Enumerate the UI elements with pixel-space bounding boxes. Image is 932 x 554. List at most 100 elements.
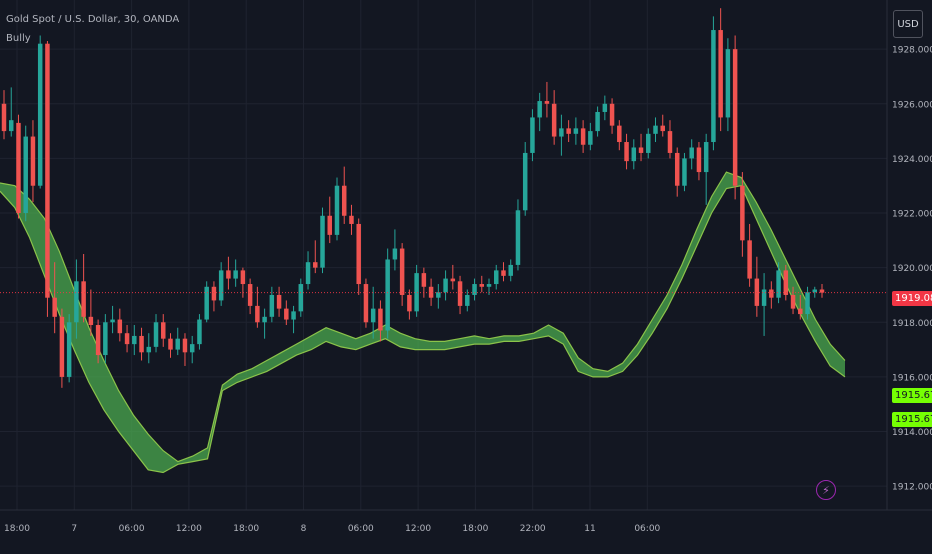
candle-body — [327, 215, 332, 235]
time-tick-label: 12:00 — [405, 524, 431, 534]
candle-body — [66, 322, 72, 377]
candle-body — [812, 289, 818, 293]
candle-body — [385, 259, 390, 331]
bully-band — [0, 171, 846, 474]
candle-body — [124, 333, 130, 345]
candle-body — [559, 128, 564, 137]
candle-body — [378, 308, 383, 331]
time-tick-label: 06:00 — [348, 524, 374, 534]
candle-body — [23, 136, 28, 214]
candle-body — [305, 262, 311, 285]
candle-body — [59, 316, 65, 377]
candle-body — [8, 120, 14, 132]
indicator-label[interactable]: Bully — [6, 33, 31, 44]
candle-body — [255, 305, 260, 323]
candle-body — [153, 322, 159, 347]
time-tick-label: 06:00 — [634, 524, 660, 534]
currency-button[interactable]: USD — [893, 10, 923, 38]
candle-body — [819, 289, 825, 293]
time-tick-label: 12:00 — [176, 524, 202, 534]
candle-body — [37, 43, 43, 186]
candle-body — [52, 297, 57, 317]
candle-body — [580, 128, 586, 145]
time-tick-label: 11 — [584, 524, 595, 534]
candle-body — [211, 286, 217, 301]
candle-body — [81, 281, 86, 317]
candle-body — [428, 286, 434, 298]
candle-body — [472, 284, 477, 295]
candle-body — [624, 142, 629, 162]
candle-body — [631, 147, 637, 162]
price-tick-label: 1922.000 — [892, 210, 932, 220]
candle-body — [218, 270, 224, 301]
candle-body — [783, 270, 789, 295]
price-tick-label: 1914.000 — [892, 428, 932, 438]
candle-body — [551, 103, 557, 137]
candle-body — [320, 215, 325, 268]
candle-body — [515, 210, 521, 265]
candle-body — [436, 292, 441, 298]
price-axis[interactable]: 1912.000 1914.000 1916.000 1918.000 1920.000… — [892, 46, 932, 493]
candle-body — [769, 289, 774, 298]
candle-body — [95, 325, 101, 356]
candle-body — [262, 316, 267, 323]
time-tick-label: 18:00 — [233, 524, 259, 534]
candle-body — [247, 284, 253, 306]
candle-body — [16, 122, 21, 214]
price-tick-label: 1916.000 — [892, 373, 932, 383]
candle-body — [334, 185, 340, 235]
candle-body — [117, 319, 123, 334]
candle-body — [356, 223, 361, 285]
candle-body — [790, 294, 796, 309]
candle-body — [313, 262, 318, 268]
candle-body — [703, 142, 709, 173]
candle-body — [443, 278, 448, 293]
candle-body — [537, 101, 542, 118]
candle-body — [450, 278, 456, 282]
candle-body — [132, 335, 137, 345]
candle-body — [732, 49, 738, 186]
candle-body — [88, 316, 94, 326]
band-lower-badge: 1915.673 — [892, 412, 932, 427]
candle-body — [653, 125, 658, 134]
candle-body — [798, 308, 803, 315]
candle-body — [407, 294, 412, 312]
candle-body — [486, 284, 492, 287]
price-tick-label: 1918.000 — [892, 319, 932, 329]
band-lower-line — [0, 185, 846, 474]
lightning-icon[interactable]: ⚡ — [816, 480, 836, 500]
candle-body — [674, 152, 680, 186]
candles — [1, 8, 825, 388]
price-tick-label: 1928.000 — [892, 46, 932, 56]
time-axis[interactable]: 18:00 7 06:00 12:00 18:00 8 06:00 12:00 18:00 22:… — [4, 524, 661, 534]
time-tick-label: 8 — [301, 524, 307, 534]
candle-body — [740, 185, 745, 241]
band-upper-line — [0, 171, 846, 463]
candle-body — [146, 346, 152, 353]
candle-body — [494, 270, 499, 285]
candle-body — [30, 136, 36, 186]
candle-body — [349, 215, 354, 224]
candle-body — [522, 152, 528, 211]
symbol-title[interactable]: Gold Spot / U.S. Dollar, 30, OANDA — [6, 14, 180, 25]
candle-body — [718, 30, 723, 118]
candle-body — [761, 289, 767, 306]
candle-body — [269, 294, 275, 317]
price-tick-label: 1912.000 — [892, 483, 932, 493]
candle-body — [617, 125, 622, 143]
time-tick-label: 18:00 — [462, 524, 488, 534]
candle-body — [189, 344, 195, 353]
price-tick-label: 1920.000 — [892, 264, 932, 274]
candle-body — [414, 273, 419, 312]
time-tick-label: 06:00 — [119, 524, 145, 534]
candle-body — [161, 322, 166, 339]
candle-body — [74, 281, 79, 323]
candle-body — [284, 308, 289, 320]
candle-body — [682, 158, 687, 186]
time-tick-label: 18:00 — [4, 524, 30, 534]
candle-body — [421, 273, 427, 287]
candle-body — [646, 133, 651, 153]
candle-body — [805, 292, 810, 315]
